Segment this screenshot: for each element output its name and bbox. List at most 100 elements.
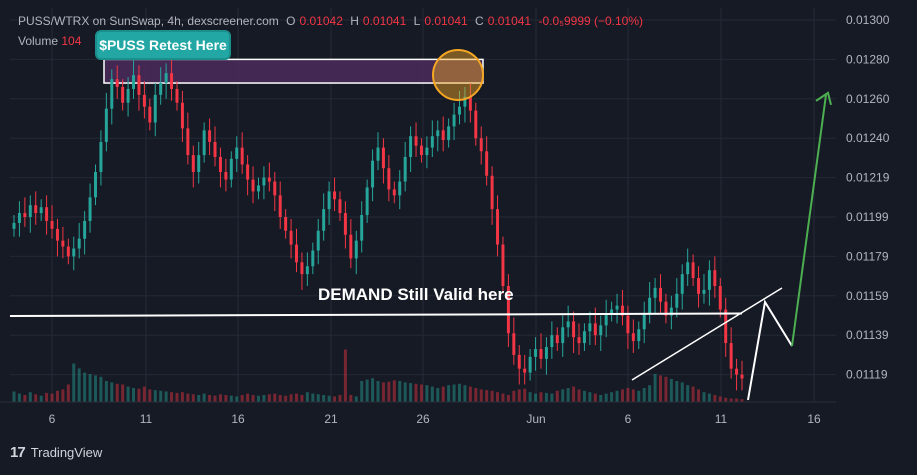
candle-body — [186, 128, 190, 156]
volume-bar — [121, 384, 125, 402]
candle-body — [349, 234, 353, 259]
candle-body — [501, 244, 505, 286]
candle-body — [528, 356, 532, 373]
volume-bar — [218, 394, 222, 402]
candle-body — [39, 207, 43, 214]
candle-body — [588, 323, 592, 332]
candle-body — [273, 181, 277, 196]
volume-bar — [88, 374, 92, 402]
tradingview-name: TradingView — [30, 445, 103, 460]
volume-bar — [360, 381, 364, 402]
volume-bar — [403, 382, 407, 402]
volume-bar — [463, 385, 467, 402]
candle-body — [610, 309, 614, 314]
volume-bar — [316, 394, 320, 402]
volume-bar — [479, 389, 483, 402]
candle-body — [381, 147, 385, 169]
price-tick-label: 0.01179 — [846, 249, 889, 263]
candle-body — [615, 305, 619, 310]
candle-body — [17, 213, 21, 223]
volume-bar — [572, 386, 576, 402]
candle-body — [534, 348, 538, 357]
volume-bar — [550, 393, 554, 402]
volume-bar — [333, 396, 337, 402]
volume-bar — [284, 395, 288, 402]
volume-bar — [496, 392, 500, 402]
candle-body — [506, 285, 510, 334]
candle-body — [224, 171, 228, 180]
candle-body — [631, 333, 635, 342]
candle-body — [218, 156, 222, 172]
price-tick-label: 0.01260 — [846, 92, 890, 106]
candle-body — [28, 205, 32, 217]
volume-bar — [419, 384, 423, 402]
date-axis: 6 11 16 21 26 Jun 6 11 16 — [0, 401, 836, 426]
volume-bar — [148, 389, 152, 402]
candle-body — [354, 240, 358, 259]
volume-bar — [718, 396, 722, 402]
volume-bar — [392, 380, 396, 402]
candle-body — [121, 86, 125, 103]
volume-bar — [648, 385, 652, 402]
candle-body — [132, 75, 136, 89]
candle-body — [267, 177, 271, 182]
volume-bar — [561, 389, 565, 402]
candle-body — [360, 215, 364, 241]
volume-value: 104 — [61, 34, 82, 48]
candle-body — [626, 315, 630, 334]
volume-bar — [191, 394, 195, 402]
volume-bar — [610, 392, 614, 402]
volume-bar — [740, 399, 744, 402]
price-tick-label: 0.01119 — [846, 368, 888, 382]
candle-body — [175, 88, 179, 103]
volume-bar — [45, 392, 49, 402]
candle-body — [77, 238, 81, 249]
candle-body — [648, 297, 652, 314]
volume-bar — [566, 388, 570, 402]
date-tick-label: 6 — [49, 412, 56, 426]
tradingview-brand[interactable]: 17 TradingView — [10, 444, 102, 461]
volume-bar — [534, 393, 538, 402]
volume-bar — [414, 383, 418, 402]
volume-bar — [12, 391, 16, 402]
candle-body — [191, 155, 195, 172]
volume-bar — [604, 393, 608, 402]
volume-bar — [447, 385, 451, 402]
drawings — [9, 49, 832, 401]
volume-bar — [642, 388, 646, 402]
open-value: 0.01042 — [299, 14, 343, 28]
volume-bar — [490, 390, 494, 402]
candle-body — [637, 329, 641, 342]
volume-bar — [702, 392, 706, 402]
price-tick-label: 0.01159 — [846, 289, 889, 303]
candle-body — [262, 177, 266, 186]
volume-bar — [159, 390, 163, 402]
volume-bar — [77, 368, 81, 402]
date-tick-label: 16 — [231, 412, 245, 426]
date-tick-label: Jun — [526, 412, 545, 426]
volume-bar — [528, 392, 532, 402]
candle-body — [659, 287, 663, 302]
candle-body — [718, 285, 722, 310]
volume-bar — [457, 383, 461, 402]
candle-body — [414, 136, 418, 146]
projection-path — [747, 299, 793, 401]
candle-body — [490, 175, 494, 210]
volume-bar — [224, 395, 228, 402]
volume-bar — [724, 397, 728, 402]
candle-body — [23, 213, 27, 217]
retest-circle — [432, 49, 484, 101]
volume-bar — [669, 378, 673, 402]
change-value: -0.0₅9999 (−0.10%) — [538, 14, 644, 28]
volume-bar — [338, 395, 342, 402]
candle-body — [707, 270, 711, 290]
volume-bar — [425, 385, 429, 402]
symbol-title: PUSS/WTRX on SunSwap, 4h, dexscreener.co… — [18, 14, 279, 28]
volume-bar — [186, 393, 190, 402]
candle-body — [376, 147, 380, 161]
candle-body — [93, 171, 97, 198]
candle-body — [468, 96, 472, 111]
volume-bar — [305, 392, 309, 402]
